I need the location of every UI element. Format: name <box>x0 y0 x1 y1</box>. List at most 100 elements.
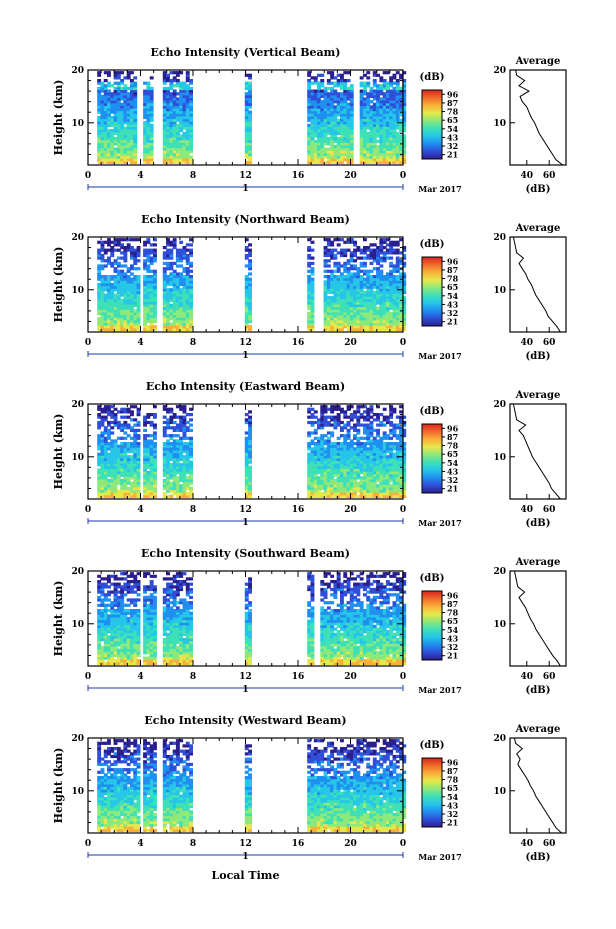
heatmap-cell <box>169 102 174 106</box>
heatmap-cell <box>97 126 102 130</box>
avg-title: Average <box>515 56 561 67</box>
heatmap-cell <box>113 155 118 159</box>
heatmap-cell <box>326 139 331 143</box>
heatmap-cell <box>149 126 154 130</box>
heatmap-cell <box>189 248 193 252</box>
heatmap-cell <box>346 150 351 154</box>
heatmap-cell <box>313 142 318 146</box>
heatmap-cell <box>136 246 141 250</box>
heatmap-cell <box>169 134 174 138</box>
heatmap-cell <box>97 71 102 75</box>
heatmap-cell <box>116 115 121 120</box>
heatmap-cell <box>333 115 338 120</box>
heatmap-cell <box>149 134 154 138</box>
heatmap-cell <box>189 118 193 122</box>
heatmap-cell <box>182 105 187 109</box>
heatmap-cell <box>116 150 121 154</box>
heatmap-cell <box>189 243 193 247</box>
heatmap-cell <box>189 150 193 154</box>
heatmap-cell <box>313 158 318 162</box>
heatmap-cell <box>130 142 134 146</box>
heatmap-cell <box>143 115 147 120</box>
heatmap-cell <box>100 102 105 106</box>
avg-x-tick-label: 40 <box>521 338 534 348</box>
heatmap-cell <box>162 118 167 122</box>
avg-y-tick-label: 10 <box>493 286 506 296</box>
x-tick-label: 16 <box>292 338 305 348</box>
heatmap-cell <box>166 97 170 101</box>
heatmap-cell <box>346 86 351 91</box>
heatmap-cell <box>162 102 167 106</box>
heatmap-cell <box>185 94 190 98</box>
heatmap-cell <box>113 73 118 77</box>
heatmap-cell <box>317 155 321 159</box>
heatmap-cell <box>182 118 187 122</box>
heatmap-cell <box>149 86 154 91</box>
heatmap-cell <box>116 94 121 98</box>
heatmap-cell <box>166 155 170 159</box>
heatmap-cell <box>323 115 328 120</box>
x-tick-label: 16 <box>292 171 305 181</box>
heatmap-cell <box>133 84 138 88</box>
heatmap-cell <box>326 113 331 117</box>
heatmap-cell <box>363 92 367 96</box>
heatmap-cell <box>310 131 315 135</box>
heatmap-cell <box>133 76 138 80</box>
heatmap-cell <box>185 71 190 75</box>
heatmap-cell <box>107 147 111 151</box>
heatmap-cell <box>103 79 108 83</box>
heatmap-cell <box>126 108 131 112</box>
heatmap-cell <box>333 118 338 122</box>
x-tick-label: 0 <box>400 338 406 348</box>
heatmap-cell <box>244 155 249 159</box>
heatmap-cell <box>100 150 105 154</box>
heatmap-cell <box>162 134 167 138</box>
heatmap-cell <box>313 108 318 112</box>
heatmap-cell <box>169 110 174 114</box>
heatmap-cell <box>320 108 325 112</box>
heatmap-cell <box>349 150 354 154</box>
heatmap-cell <box>146 118 151 122</box>
heatmap-cell <box>126 86 131 91</box>
heatmap-cell <box>372 126 377 130</box>
heatmap-cell <box>162 76 167 80</box>
heatmap-cell <box>113 97 118 101</box>
heatmap-cell <box>179 118 184 122</box>
heatmap-cell <box>363 147 367 151</box>
heatmap-cell <box>320 155 325 159</box>
heatmap-cell <box>172 97 177 101</box>
heatmap-cell <box>175 102 180 106</box>
heatmap-cell <box>123 115 128 120</box>
heatmap-cell <box>130 123 134 127</box>
heatmap-cell <box>310 108 315 112</box>
heatmap-cell <box>320 79 325 83</box>
heatmap-cell <box>110 150 115 154</box>
heatmap-cell <box>107 158 111 162</box>
heatmap-cell <box>172 160 177 164</box>
heatmap-cell <box>166 73 170 77</box>
heatmap-cell <box>307 84 312 88</box>
heatmap-cell <box>336 147 341 151</box>
heatmap-cell <box>169 147 174 151</box>
heatmap-cell <box>340 115 344 120</box>
heatmap-cell <box>169 108 174 112</box>
heatmap-cell <box>136 238 141 242</box>
heatmap-cell <box>349 147 354 151</box>
heatmap-cell <box>166 126 170 130</box>
heatmap-cell <box>110 100 115 104</box>
heatmap-cell <box>317 139 321 143</box>
heatmap-cell <box>146 92 151 96</box>
heatmap-cell <box>379 269 384 273</box>
heatmap-cell <box>313 118 318 122</box>
heatmap-cell <box>179 108 184 112</box>
heatmap-cell <box>116 76 121 80</box>
heatmap-cell <box>120 113 125 117</box>
heatmap-cell <box>349 137 354 141</box>
heatmap-cell <box>175 71 180 75</box>
heatmap-cell <box>185 131 190 135</box>
heatmap-cell <box>310 277 315 281</box>
heatmap-cell <box>175 105 180 109</box>
heatmap-cell <box>179 115 184 120</box>
heatmap-cell <box>123 129 128 133</box>
heatmap-cell <box>143 100 147 104</box>
